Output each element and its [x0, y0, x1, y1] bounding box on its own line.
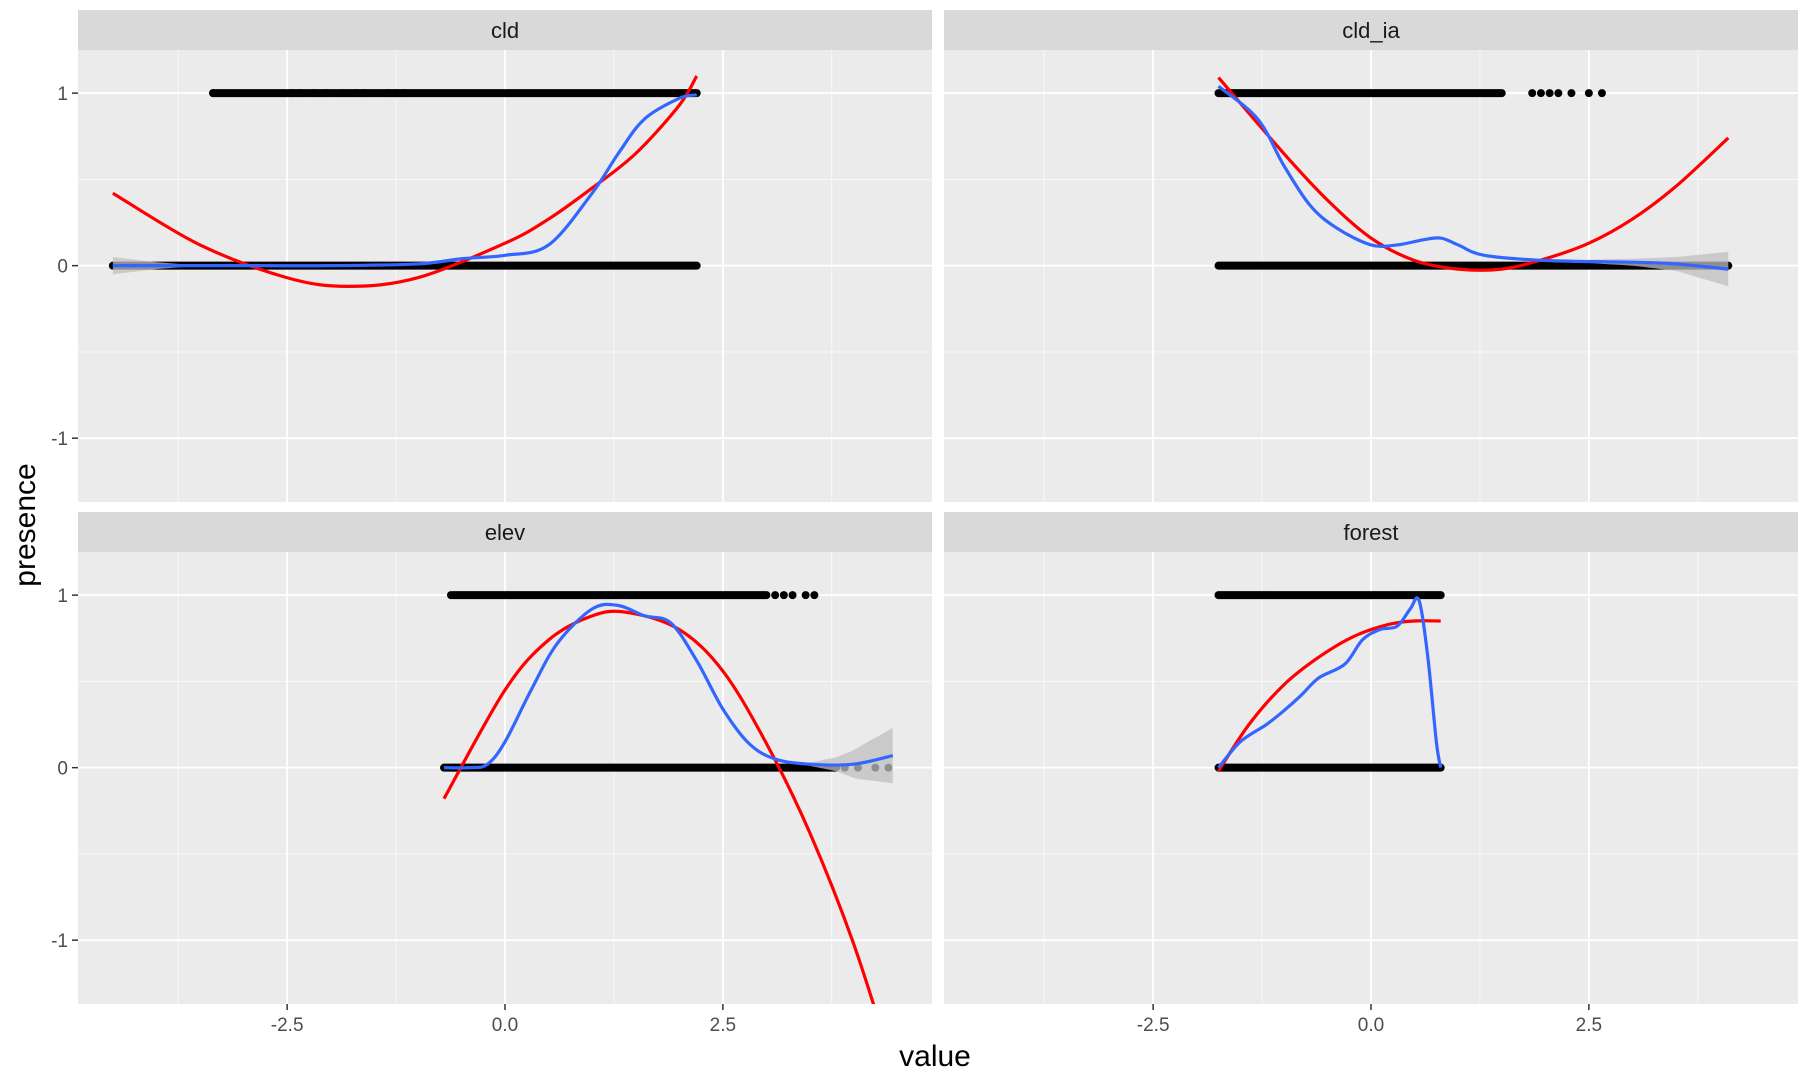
- quadratic-fit-line: [442, 609, 876, 1004]
- x-axis: -2.5 0.0 2.5 -2.5 0.0 2.5: [271, 1004, 1602, 1036]
- quadratic-fit-line: [1217, 76, 1730, 272]
- y-axis: -1 0 1 -1 0 1: [51, 84, 78, 952]
- y-tick-label: 1: [57, 586, 68, 607]
- plot-area: [108, 75, 701, 288]
- x-tick-label: 0.0: [1358, 1015, 1384, 1036]
- smooth-fit-line: [443, 602, 894, 770]
- data-point: [209, 89, 218, 98]
- data-point: [339, 89, 348, 98]
- data-point: [287, 89, 296, 98]
- data-point: [779, 591, 788, 600]
- panel-forest: forest: [944, 512, 1798, 1004]
- x-tick-label: 0.0: [492, 1015, 518, 1036]
- data-point: [1528, 89, 1537, 98]
- smooth-fit-line: [1217, 596, 1443, 769]
- facet-strip: [78, 512, 932, 552]
- facet-label: cld: [491, 18, 519, 43]
- data-point: [801, 591, 810, 600]
- data-point: [788, 591, 797, 600]
- y-axis-title: presence: [9, 463, 42, 586]
- data-point: [309, 89, 318, 98]
- y-tick-label: 0: [57, 257, 68, 278]
- x-axis-title: value: [899, 1040, 971, 1073]
- smooth-fit-line: [112, 93, 698, 268]
- data-point: [1597, 89, 1606, 98]
- quadratic-fit-line: [1217, 619, 1441, 772]
- panel-elev: elev: [78, 512, 932, 1004]
- panel-cld: cld: [78, 10, 932, 502]
- facet-label: cld_ia: [1342, 18, 1400, 43]
- x-tick-label: 2.5: [1576, 1015, 1602, 1036]
- data-point: [771, 591, 780, 600]
- quadratic-fit-line: [112, 75, 699, 288]
- data-point: [322, 89, 331, 98]
- x-tick-label: -2.5: [271, 1015, 304, 1036]
- facet-strip: [78, 10, 932, 50]
- data-point: [296, 89, 305, 98]
- y-tick-label: 0: [57, 759, 68, 780]
- confidence-band: [810, 727, 893, 784]
- facet-strip: [944, 512, 1798, 552]
- panel-cld-ia: cld_ia: [944, 10, 1798, 502]
- data-point: [383, 89, 392, 98]
- data-point: [400, 89, 409, 98]
- data-point: [1536, 89, 1545, 98]
- data-point: [1567, 89, 1576, 98]
- data-point: [1584, 89, 1593, 98]
- data-point: [1554, 89, 1563, 98]
- plot-area: [1214, 591, 1445, 772]
- plot-area: [1214, 76, 1733, 287]
- smooth-fit-line: [1217, 84, 1729, 271]
- data-point: [1545, 89, 1554, 98]
- data-point: [359, 89, 368, 98]
- data-point: [351, 89, 360, 98]
- facet-strip: [944, 10, 1798, 50]
- y-tick-label: -1: [51, 931, 68, 952]
- x-tick-label: 2.5: [710, 1015, 736, 1036]
- facet-label: elev: [485, 520, 525, 545]
- y-tick-label: 1: [57, 84, 68, 105]
- x-tick-label: -2.5: [1137, 1015, 1170, 1036]
- data-point: [392, 89, 401, 98]
- plot-area: [440, 591, 894, 1004]
- facet-label: forest: [1343, 520, 1398, 545]
- y-tick-label: -1: [51, 429, 68, 450]
- data-point: [810, 591, 819, 600]
